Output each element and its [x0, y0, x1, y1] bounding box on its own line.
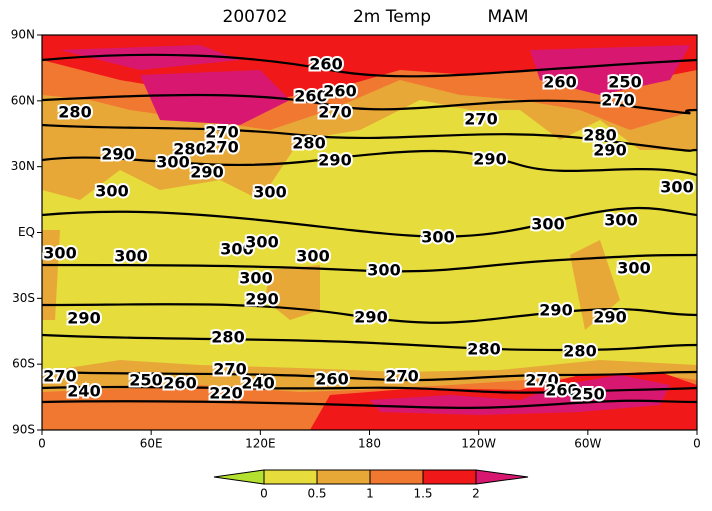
contour-label: 300: [43, 244, 76, 263]
contour-label: 250: [129, 371, 162, 390]
x-tick-label: 120W: [461, 437, 496, 451]
contour-label: 280: [292, 134, 325, 153]
contour-label: 280: [58, 103, 91, 122]
y-tick-label: 60N: [11, 93, 35, 107]
contour-label: 260: [294, 87, 327, 106]
title-season: MAM: [488, 7, 529, 27]
contour-label: 270: [205, 138, 238, 157]
title-date: 200702: [223, 7, 288, 27]
contour-label: 300: [245, 233, 278, 252]
contour-label: 300: [296, 247, 329, 266]
colorbar-label: 0.5: [307, 487, 326, 501]
x-tick-label: 180: [358, 437, 381, 451]
contours: [42, 53, 697, 409]
contour-label: 260: [309, 55, 342, 74]
contour-label: 300: [531, 215, 564, 234]
contour-label: 300: [114, 247, 147, 266]
contour-label: 250: [608, 73, 641, 92]
contour-label: 300: [421, 228, 454, 247]
contour-label: 290: [354, 308, 387, 327]
colorbar-label: 1.5: [413, 487, 432, 501]
y-tick-label: 30N: [11, 159, 35, 173]
y-tick-label: EQ: [18, 225, 35, 239]
contour-label: 290: [67, 309, 100, 328]
contour-label: 280: [563, 342, 596, 361]
contour-label: 220: [209, 384, 242, 403]
contour-label: 300: [156, 153, 189, 172]
contour-label: 270: [43, 367, 76, 386]
contour-label: 300: [220, 240, 253, 259]
contour-label: 270: [385, 367, 418, 386]
contour-label: 300: [367, 261, 400, 280]
contour-label: 280: [173, 140, 206, 159]
contour-label: 260: [163, 374, 196, 393]
colorbar-label: 0: [260, 487, 268, 501]
contour-label: 280: [467, 340, 500, 359]
contour-label: 300: [253, 183, 286, 202]
contour-label: 260: [543, 73, 576, 92]
colorbar: [213, 469, 529, 485]
colorbar-label: 2: [472, 487, 480, 501]
contour-label: 280: [583, 126, 616, 145]
x-tick-label: 60E: [140, 437, 163, 451]
x-tick-label: 120E: [245, 437, 276, 451]
contour-label: 290: [473, 150, 506, 169]
contour-label: 260: [545, 381, 578, 400]
contour-label: 240: [67, 382, 100, 401]
contour-label: 270: [464, 110, 497, 129]
contour-label: 300: [95, 182, 128, 201]
y-tick-label: 30S: [12, 291, 35, 305]
x-tick-label: 0: [693, 437, 701, 451]
contour-label: 290: [101, 145, 134, 164]
contour-label: 270: [601, 91, 634, 110]
contour-label: 290: [593, 141, 626, 160]
contour-label: 300: [660, 178, 693, 197]
contour-label: 270: [205, 123, 238, 142]
y-tick-label: 90N: [11, 28, 35, 42]
y-tick-label: 90S: [12, 423, 35, 437]
contour-label: 250: [571, 385, 604, 404]
contour-label: 300: [617, 259, 650, 278]
y-tick-label: 60S: [12, 357, 35, 371]
contour-label: 270: [318, 103, 351, 122]
contour-label: 300: [604, 211, 637, 230]
contour-label: 290: [190, 163, 223, 182]
contour-label: 240: [241, 374, 274, 393]
contour-label: 260: [315, 370, 348, 389]
contour-label: 290: [318, 151, 351, 170]
colorbar-label: 1: [366, 487, 374, 501]
title-variable: 2m Temp: [353, 7, 431, 27]
contour-label: 290: [539, 301, 572, 320]
contour-label: 270: [213, 360, 246, 379]
contour-label: 290: [593, 308, 626, 327]
contour-label: 300: [239, 269, 272, 288]
contour-label: 270: [525, 371, 558, 390]
title: 200702 2m Temp MAM: [223, 7, 529, 27]
x-tick-label: 60W: [574, 437, 601, 451]
contour-label: 260: [323, 82, 356, 101]
contour-label: 280: [211, 328, 244, 347]
contour-label: 290: [245, 290, 278, 309]
shading: [42, 35, 697, 430]
x-tick-label: 0: [38, 437, 46, 451]
